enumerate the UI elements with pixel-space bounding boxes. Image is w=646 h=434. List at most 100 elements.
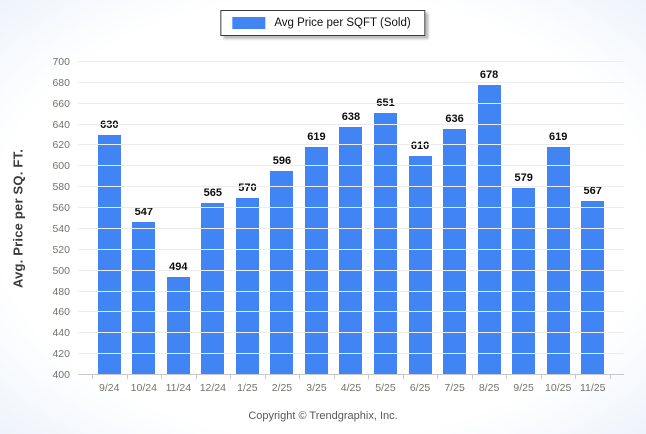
y-tick-label: 420 (52, 348, 70, 361)
y-tick-label: 620 (52, 139, 70, 152)
x-tick-label: 11/24 (165, 382, 192, 394)
bar: 619 (546, 131, 570, 375)
gridline (78, 227, 624, 229)
bar: 494 (166, 261, 190, 375)
y-tick-label: 700 (52, 56, 70, 68)
bar-slot: 651 5/25 (368, 62, 403, 394)
y-tick-label: 600 (52, 160, 70, 173)
bar-slot: 494 11/24 (161, 62, 196, 394)
gridline (78, 332, 624, 334)
x-tick-label: 10/24 (130, 382, 157, 394)
y-tick-label: 580 (52, 181, 70, 194)
x-tick-label: 9/25 (513, 382, 534, 394)
bar-slot: 619 3/25 (299, 62, 334, 394)
bar-value-label: 579 (514, 172, 533, 185)
x-axis-line (78, 374, 624, 375)
bar-slot: 619 10/25 (541, 62, 576, 394)
gridline (78, 248, 624, 250)
bar: 565 (201, 187, 225, 375)
x-axis-tick (575, 375, 577, 379)
bar-slot: 678 8/25 (472, 62, 507, 394)
bar-value-label: 565 (203, 186, 223, 199)
x-axis-tick (195, 375, 197, 379)
bar-value-label: 596 (272, 154, 292, 167)
y-tick-label: 540 (52, 222, 70, 235)
bar-value-label: 610 (410, 139, 430, 152)
y-tick-label: 520 (52, 243, 70, 256)
bar-value-label: 570 (238, 181, 257, 194)
gridline (78, 207, 624, 209)
legend-swatch-icon (232, 17, 266, 29)
bar: 570 (235, 182, 259, 375)
bar: 567 (581, 185, 605, 375)
bar: 630 (97, 119, 121, 375)
legend: Avg Price per SQFT (Sold) (220, 10, 426, 36)
x-axis-tick (471, 375, 473, 379)
bar: 547 (132, 206, 156, 375)
x-axis-tick (368, 375, 370, 379)
gridline (78, 123, 624, 125)
x-axis-tick (333, 375, 335, 379)
bar: 651 (374, 97, 398, 375)
x-axis-tick (161, 375, 163, 379)
bar: 596 (270, 155, 294, 375)
x-tick-label: 1/25 (237, 382, 258, 394)
y-tick-label: 460 (52, 306, 70, 319)
bar-value-label: 494 (169, 260, 188, 273)
bar-value-label: 619 (307, 130, 326, 143)
legend-label: Avg Price per SQFT (Sold) (274, 17, 411, 29)
copyright-text: Copyright © Trendgraphix, Inc. (248, 410, 398, 422)
x-axis-tick (402, 375, 404, 379)
x-tick-label: 9/24 (99, 382, 120, 394)
gridline (78, 311, 624, 313)
bar-slot: 570 1/25 (230, 62, 265, 394)
x-tick-label: 3/25 (306, 382, 327, 394)
gridline (78, 186, 624, 188)
gridline (78, 81, 624, 83)
y-axis-title: Avg. Price per SQ. FT. (10, 149, 26, 289)
y-tick-label: 400 (52, 369, 70, 381)
bar-value-label: 547 (134, 205, 153, 218)
gridline (78, 269, 624, 271)
x-tick-label: 4/25 (340, 382, 362, 394)
bar: 619 (304, 131, 328, 375)
bars-row: 630 9/24 547 10/24 494 11/24 565 12/24 570 1/25 59… (92, 62, 611, 394)
x-axis-tick (92, 375, 93, 379)
x-tick-label: 7/25 (444, 382, 465, 394)
bar-slot: 567 11/25 (575, 62, 610, 394)
x-axis-tick (540, 375, 542, 379)
bar-slot: 579 9/25 (506, 62, 541, 394)
bar-slot: 630 9/24 (92, 62, 127, 394)
x-tick-label: 11/25 (579, 382, 606, 394)
bar-slot: 596 2/25 (265, 62, 300, 394)
gridline (78, 165, 624, 167)
y-tick-label: 440 (52, 327, 70, 340)
x-axis-tick (506, 375, 508, 379)
bar: 638 (339, 111, 363, 375)
x-tick-label: 8/25 (478, 382, 500, 394)
x-tick-label: 10/25 (545, 382, 572, 394)
x-axis-tick (610, 375, 611, 379)
bar: 636 (443, 113, 467, 375)
x-tick-label: 6/25 (409, 382, 431, 394)
y-tick-label: 560 (52, 202, 70, 215)
bar-value-label: 636 (445, 112, 464, 125)
x-tick-label: 5/25 (375, 382, 396, 394)
bar-slot: 636 7/25 (437, 62, 472, 394)
bar-value-label: 619 (548, 130, 568, 143)
gridline (78, 144, 624, 146)
bar-slot: 547 10/24 (127, 62, 162, 394)
x-axis-tick (299, 375, 301, 379)
gridline (78, 61, 624, 62)
x-axis-tick (230, 375, 232, 379)
bar-value-label: 630 (100, 119, 119, 132)
bar: 610 (408, 140, 432, 375)
bar-slot: 638 4/25 (334, 62, 369, 394)
bar: 678 (477, 69, 501, 375)
bar: 579 (512, 172, 536, 375)
x-axis-tick (437, 375, 439, 379)
bar-value-label: 678 (479, 68, 499, 81)
y-tick-label: 640 (52, 118, 70, 131)
x-tick-label: 2/25 (271, 382, 293, 394)
